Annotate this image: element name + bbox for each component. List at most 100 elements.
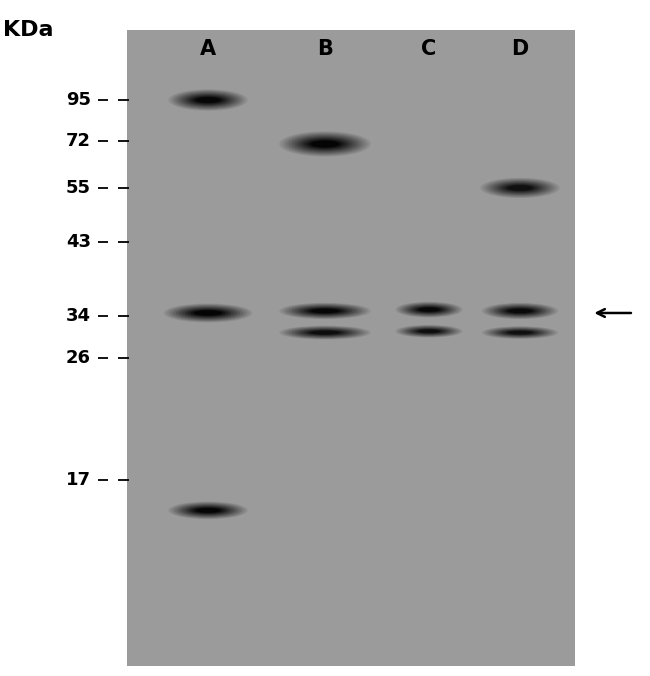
Text: 34: 34 (66, 308, 91, 325)
Bar (127, 30, 575, 666)
Ellipse shape (502, 330, 538, 335)
Ellipse shape (494, 182, 546, 194)
Ellipse shape (301, 138, 349, 150)
Ellipse shape (295, 136, 355, 152)
Ellipse shape (419, 329, 439, 333)
Ellipse shape (404, 327, 454, 336)
Ellipse shape (407, 327, 451, 335)
Ellipse shape (495, 306, 545, 316)
Ellipse shape (188, 309, 228, 317)
Ellipse shape (285, 133, 365, 155)
Ellipse shape (185, 506, 231, 515)
Ellipse shape (295, 328, 355, 337)
Ellipse shape (170, 305, 246, 321)
Ellipse shape (398, 325, 460, 337)
Ellipse shape (402, 327, 456, 336)
Ellipse shape (182, 308, 234, 318)
Ellipse shape (489, 328, 551, 337)
Ellipse shape (166, 501, 250, 520)
Text: C: C (421, 39, 437, 59)
Ellipse shape (489, 305, 551, 317)
Ellipse shape (304, 308, 346, 314)
Ellipse shape (298, 137, 352, 151)
Ellipse shape (301, 329, 349, 336)
Ellipse shape (179, 307, 237, 319)
Ellipse shape (500, 329, 540, 336)
Ellipse shape (502, 184, 538, 192)
Ellipse shape (182, 93, 234, 107)
Ellipse shape (487, 327, 553, 338)
Ellipse shape (295, 306, 355, 316)
Ellipse shape (301, 307, 349, 315)
Ellipse shape (177, 504, 239, 517)
Ellipse shape (480, 302, 560, 320)
Ellipse shape (497, 329, 543, 336)
Ellipse shape (280, 326, 370, 339)
Ellipse shape (283, 326, 367, 339)
Ellipse shape (492, 328, 548, 337)
Ellipse shape (489, 180, 551, 196)
Ellipse shape (292, 135, 358, 153)
Ellipse shape (171, 90, 245, 110)
Ellipse shape (416, 329, 442, 333)
Ellipse shape (194, 310, 222, 316)
Ellipse shape (416, 307, 442, 312)
Ellipse shape (404, 304, 454, 315)
Ellipse shape (499, 183, 541, 193)
Ellipse shape (307, 331, 343, 335)
Ellipse shape (292, 328, 358, 337)
Ellipse shape (505, 331, 535, 335)
Ellipse shape (307, 308, 343, 314)
Ellipse shape (176, 306, 240, 320)
Ellipse shape (195, 508, 221, 512)
Text: KDa: KDa (3, 20, 54, 41)
Ellipse shape (395, 325, 463, 337)
Ellipse shape (482, 303, 558, 319)
Ellipse shape (276, 302, 374, 320)
Ellipse shape (177, 92, 239, 108)
Ellipse shape (419, 308, 439, 312)
Ellipse shape (491, 180, 549, 195)
Ellipse shape (307, 140, 343, 148)
Ellipse shape (398, 302, 460, 317)
Ellipse shape (192, 97, 224, 103)
Ellipse shape (480, 178, 560, 198)
Ellipse shape (168, 502, 248, 519)
Ellipse shape (400, 303, 458, 316)
Ellipse shape (173, 306, 243, 320)
Text: D: D (512, 39, 528, 59)
Ellipse shape (500, 307, 540, 315)
Ellipse shape (190, 507, 226, 514)
Ellipse shape (191, 310, 225, 316)
Ellipse shape (411, 306, 447, 314)
Ellipse shape (495, 329, 545, 337)
Ellipse shape (311, 309, 339, 313)
Ellipse shape (304, 139, 346, 149)
Ellipse shape (174, 503, 242, 518)
Ellipse shape (484, 327, 556, 339)
Ellipse shape (179, 504, 237, 516)
Ellipse shape (182, 505, 234, 516)
Text: A: A (200, 39, 216, 59)
Ellipse shape (298, 329, 352, 337)
Ellipse shape (478, 177, 562, 199)
Ellipse shape (484, 304, 556, 318)
Ellipse shape (411, 328, 447, 335)
Ellipse shape (414, 306, 445, 313)
Ellipse shape (179, 93, 237, 107)
Ellipse shape (285, 327, 365, 339)
Ellipse shape (283, 132, 367, 155)
Ellipse shape (400, 326, 458, 337)
Ellipse shape (497, 183, 543, 193)
Ellipse shape (486, 179, 554, 197)
Ellipse shape (167, 304, 249, 322)
Text: 55: 55 (66, 179, 91, 197)
Ellipse shape (410, 305, 448, 314)
Ellipse shape (311, 331, 339, 335)
Ellipse shape (171, 502, 245, 518)
Ellipse shape (508, 331, 532, 334)
Ellipse shape (185, 94, 231, 106)
Ellipse shape (289, 305, 361, 317)
Ellipse shape (487, 304, 553, 318)
Ellipse shape (497, 306, 543, 316)
